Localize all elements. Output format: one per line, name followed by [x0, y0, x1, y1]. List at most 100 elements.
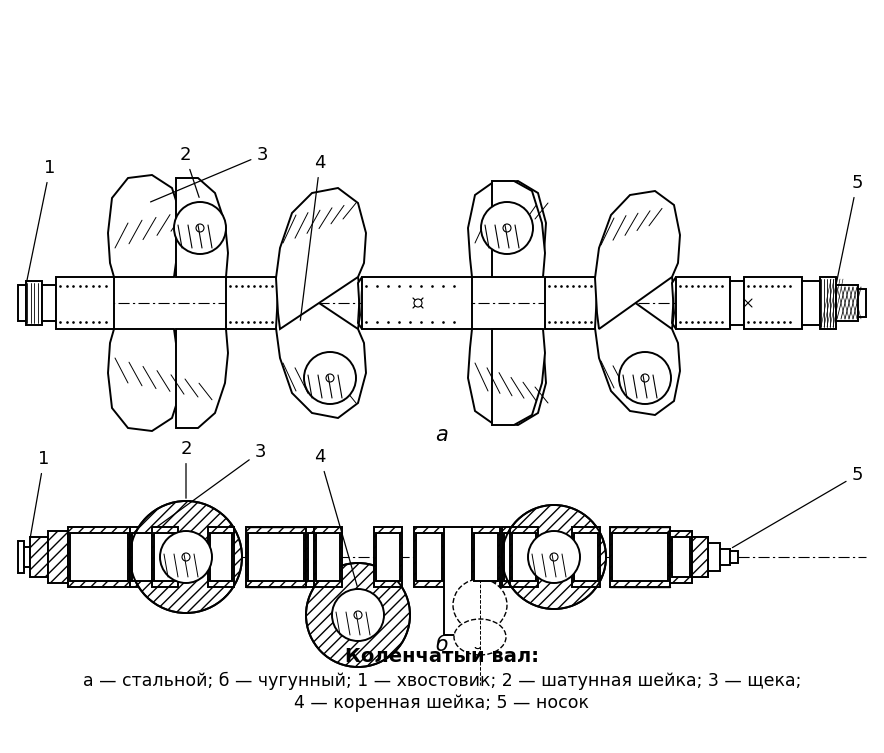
- Bar: [502, 527, 530, 587]
- Bar: [376, 533, 400, 581]
- Circle shape: [196, 224, 204, 232]
- Bar: [70, 533, 128, 581]
- Polygon shape: [492, 329, 545, 425]
- Circle shape: [354, 611, 362, 619]
- Circle shape: [550, 553, 558, 561]
- Bar: [210, 533, 232, 581]
- Bar: [612, 533, 668, 581]
- Bar: [720, 549, 730, 565]
- Bar: [572, 527, 600, 587]
- Bar: [30, 537, 48, 577]
- Text: 5: 5: [836, 174, 863, 282]
- Polygon shape: [176, 329, 228, 428]
- Polygon shape: [672, 277, 676, 329]
- Bar: [744, 277, 802, 329]
- Bar: [858, 289, 866, 317]
- Bar: [610, 527, 670, 587]
- Bar: [314, 527, 342, 587]
- Text: 4: 4: [301, 154, 325, 320]
- Bar: [68, 527, 130, 587]
- Bar: [130, 527, 154, 587]
- Bar: [248, 533, 304, 581]
- Circle shape: [528, 531, 580, 583]
- Text: 1: 1: [27, 159, 56, 282]
- Bar: [444, 527, 472, 635]
- Polygon shape: [468, 329, 546, 425]
- Bar: [362, 277, 472, 329]
- Polygon shape: [176, 178, 228, 277]
- Bar: [836, 285, 858, 321]
- Bar: [316, 533, 340, 581]
- Bar: [246, 527, 306, 587]
- Bar: [730, 281, 744, 325]
- Circle shape: [414, 299, 422, 307]
- Text: а — стальной; б — чугунный; 1 — хвостовик; 2 — шатунная шейка; 3 — щека;: а — стальной; б — чугунный; 1 — хвостови…: [83, 672, 801, 690]
- Polygon shape: [595, 191, 680, 329]
- Bar: [676, 277, 730, 329]
- Bar: [692, 537, 708, 577]
- Text: 3: 3: [150, 146, 268, 202]
- Bar: [416, 533, 442, 581]
- Circle shape: [641, 374, 649, 382]
- Polygon shape: [672, 277, 676, 329]
- Bar: [56, 277, 114, 329]
- Text: а: а: [436, 425, 448, 445]
- Bar: [545, 277, 599, 329]
- Bar: [510, 527, 538, 587]
- Bar: [208, 527, 234, 587]
- Text: б: б: [436, 635, 448, 655]
- Bar: [154, 533, 176, 581]
- Bar: [48, 531, 68, 583]
- Circle shape: [130, 501, 242, 613]
- Bar: [730, 551, 738, 563]
- Circle shape: [502, 505, 606, 609]
- Bar: [308, 533, 332, 581]
- Polygon shape: [358, 277, 362, 329]
- Circle shape: [481, 202, 533, 254]
- Bar: [670, 531, 692, 583]
- Bar: [42, 285, 56, 321]
- Bar: [512, 533, 536, 581]
- Circle shape: [174, 202, 226, 254]
- Bar: [374, 527, 402, 587]
- Polygon shape: [358, 277, 362, 329]
- Bar: [672, 537, 690, 577]
- Bar: [26, 281, 42, 325]
- Text: 5: 5: [733, 466, 863, 547]
- Circle shape: [160, 531, 212, 583]
- Text: Коленчатый вал:: Коленчатый вал:: [345, 648, 539, 666]
- Circle shape: [326, 374, 334, 382]
- Polygon shape: [276, 188, 366, 329]
- Bar: [504, 533, 528, 581]
- Bar: [574, 533, 598, 581]
- Circle shape: [619, 352, 671, 404]
- Bar: [306, 527, 334, 587]
- Circle shape: [304, 352, 356, 404]
- Polygon shape: [276, 277, 366, 418]
- Text: 3: 3: [156, 443, 266, 527]
- Polygon shape: [468, 181, 546, 277]
- Polygon shape: [108, 175, 180, 277]
- Bar: [802, 281, 820, 325]
- Text: 4: 4: [314, 448, 357, 587]
- Bar: [414, 527, 444, 587]
- Circle shape: [332, 589, 384, 641]
- Text: 4 — коренная шейка; 5 — носок: 4 — коренная шейка; 5 — носок: [294, 694, 590, 712]
- Bar: [24, 547, 30, 567]
- Bar: [708, 543, 720, 571]
- Bar: [472, 527, 500, 587]
- Polygon shape: [108, 329, 180, 431]
- Ellipse shape: [454, 619, 506, 655]
- Bar: [474, 533, 498, 581]
- Circle shape: [306, 563, 410, 667]
- Bar: [152, 527, 178, 587]
- Text: 2: 2: [180, 440, 192, 498]
- Ellipse shape: [453, 579, 507, 631]
- Bar: [18, 541, 24, 573]
- Bar: [132, 533, 152, 581]
- Text: 2: 2: [179, 146, 199, 197]
- Text: 1: 1: [30, 450, 50, 536]
- Polygon shape: [492, 181, 545, 277]
- Bar: [820, 277, 836, 329]
- Bar: [226, 277, 280, 329]
